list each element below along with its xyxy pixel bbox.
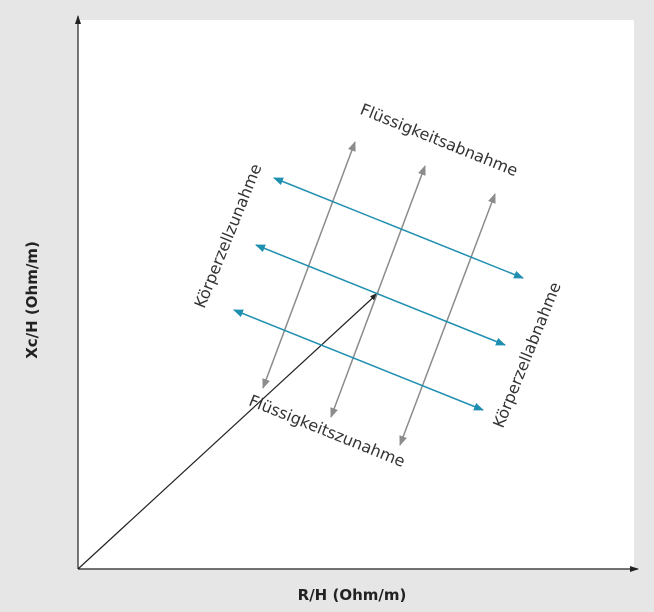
x-axis-label: R/H (Ohm/m) bbox=[297, 586, 407, 604]
label-fluid-increase: Flüssigkeitszunahme bbox=[246, 391, 408, 471]
label-fluid-decrease: Flüssigkeitsabnahme bbox=[358, 100, 521, 181]
fluid-arrow-3 bbox=[399, 193, 496, 446]
y-axis-label: Xc/H (Ohm/m) bbox=[23, 241, 41, 359]
fluid-arrow-2 bbox=[330, 165, 426, 418]
cell-arrow-3 bbox=[233, 309, 484, 411]
cell-arrow-1 bbox=[273, 177, 524, 279]
label-cell-decrease: Körperzellabnahme bbox=[489, 279, 565, 430]
cell-arrow-2 bbox=[255, 244, 506, 346]
label-cell-increase: Körperzellzunahme bbox=[190, 161, 265, 311]
